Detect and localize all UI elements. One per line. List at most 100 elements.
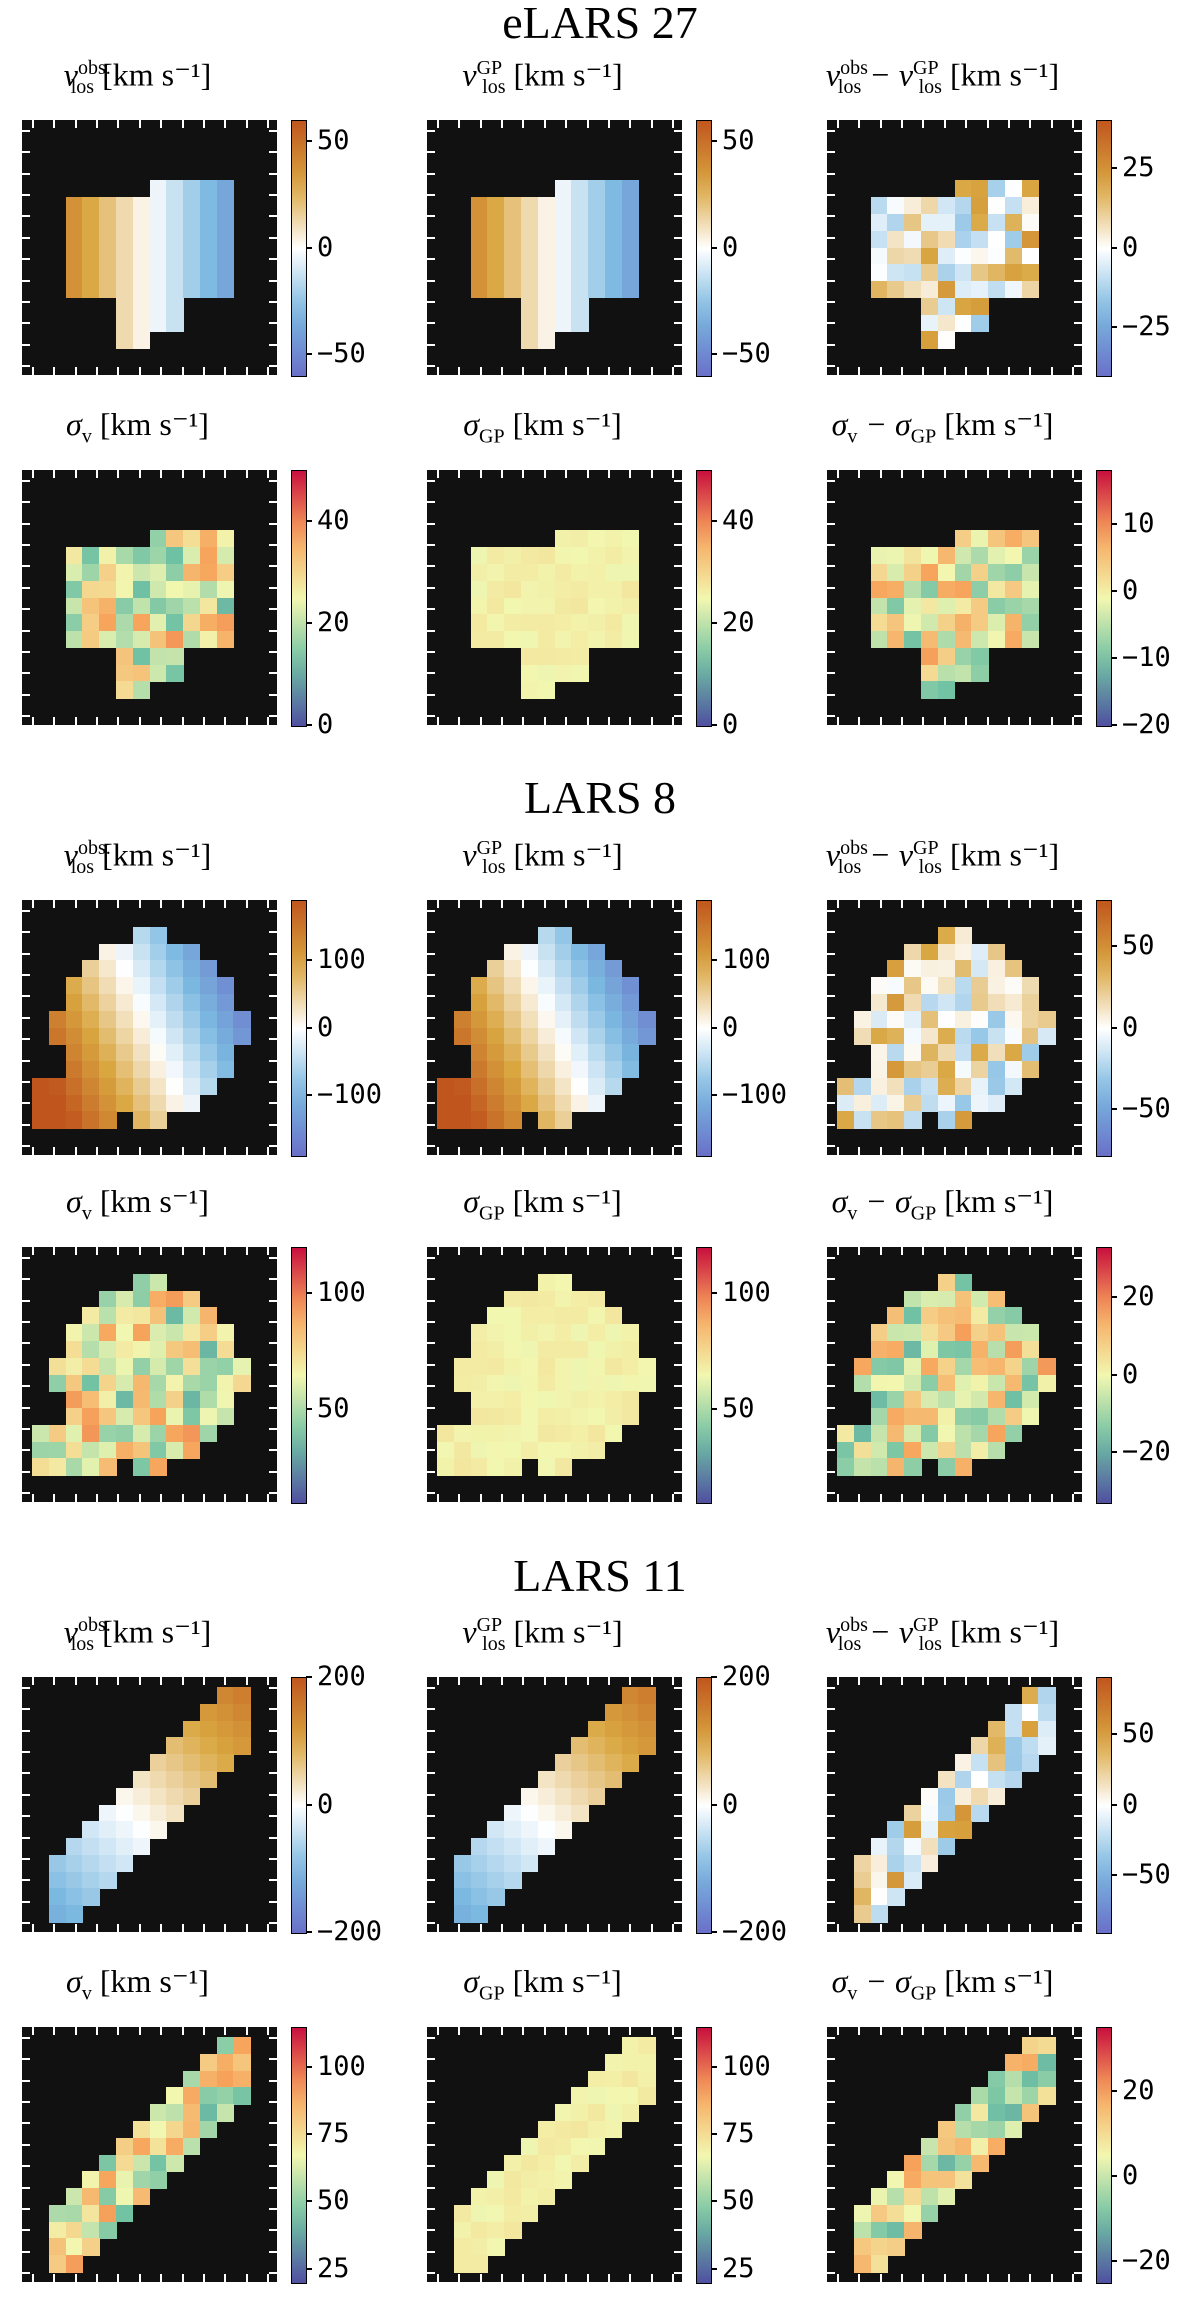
axis-tick [96,470,99,478]
axis-tick [943,1247,946,1255]
map-pixel [571,530,589,548]
map-pixel [82,213,100,232]
map-pixel [537,230,556,249]
map-pixel [571,580,589,599]
axis-tick [32,1247,34,1255]
map-pixel [149,197,167,215]
axis-tick [965,900,968,908]
map-pixel [99,1821,117,1839]
axis-tick [202,1924,205,1932]
map-pixel [604,547,623,565]
map-pixel [621,530,640,548]
map-pixel [588,2087,606,2105]
axis-tick [269,130,277,132]
map-pixel [166,1044,184,1062]
axis-tick [269,215,277,218]
map-pixel [621,180,640,198]
axis-tick [458,1247,461,1255]
map-pixel [166,993,184,1012]
colorbar-tick [711,1093,717,1096]
map-pixel [988,547,1006,565]
axis-tick [1074,931,1082,934]
axis-tick [565,2027,568,2035]
map-pixel [971,1324,989,1342]
map-pixel [1004,197,1023,215]
map-pixel [115,1324,134,1342]
map-pixel [132,1770,151,1789]
axis-tick [269,1363,277,1366]
map-pixel [99,580,117,599]
axis-tick [837,1247,839,1255]
map-pixel [604,1374,623,1392]
axis-tick [22,1342,30,1345]
map-pixel [604,264,623,282]
map-pixel [115,1408,134,1426]
map-pixel [1004,614,1023,632]
axis-tick [427,931,435,934]
map-pixel [487,597,505,615]
axis-tick [827,715,835,717]
axis-tick [96,1677,99,1685]
map-pixel [571,1357,589,1376]
map-pixel [971,1340,989,1359]
map-pixel [1004,264,1023,282]
map-pixel [149,1357,167,1376]
map-pixel [604,977,623,995]
map-pixel [216,1044,235,1062]
map-pixel [82,1888,100,1906]
axis-tick [827,300,835,303]
map-pixel [166,664,184,683]
axis-tick [674,1900,682,1903]
velocity-map [22,900,277,1155]
map-pixel [115,247,134,265]
map-pixel [183,213,201,232]
velocity-map [827,1677,1082,1932]
map-pixel [988,1290,1006,1308]
axis-tick [32,717,34,725]
map-pixel [537,1094,556,1113]
colorbar-tick [711,724,717,726]
map-pixel [132,213,151,232]
map-pixel [470,2255,488,2273]
map-pixel [887,1307,905,1325]
colorbar [291,120,307,377]
map-pixel [132,1290,151,1308]
map-pixel [1021,1737,1040,1755]
axis-tick [269,1406,277,1409]
map-pixel [638,1687,656,1705]
map-pixel [149,563,167,582]
map-pixel [166,230,184,249]
map-pixel [115,197,134,215]
map-pixel [904,230,922,249]
map-pixel [954,314,972,333]
axis-tick [269,1321,277,1324]
map-pixel [887,1888,905,1906]
map-pixel [954,1804,972,1822]
map-pixel [604,1357,623,1376]
axis-tick [827,1427,835,1430]
map-pixel [132,647,151,666]
map-pixel [937,1804,956,1822]
axis-tick [837,717,839,725]
axis-tick [965,1147,968,1155]
axis-tick [427,1470,435,1473]
map-pixel [520,1357,539,1376]
map-pixel [571,1737,589,1755]
axis-tick [879,1494,882,1502]
map-pixel [99,1357,117,1376]
axis-tick [1029,2027,1032,2035]
axis-tick [74,1494,77,1502]
map-pixel [65,1094,83,1113]
axis-tick [1074,130,1082,132]
axis-tick [267,1494,269,1502]
map-pixel [504,1324,522,1342]
map-pixel [588,631,606,649]
axis-tick [827,1772,835,1775]
axis-tick [437,1494,439,1502]
velocity-map [427,2027,682,2282]
map-pixel [937,1094,956,1113]
map-pixel [988,2120,1006,2139]
map-pixel [115,1357,134,1376]
axis-tick [160,2274,163,2282]
map-pixel [504,1061,522,1079]
